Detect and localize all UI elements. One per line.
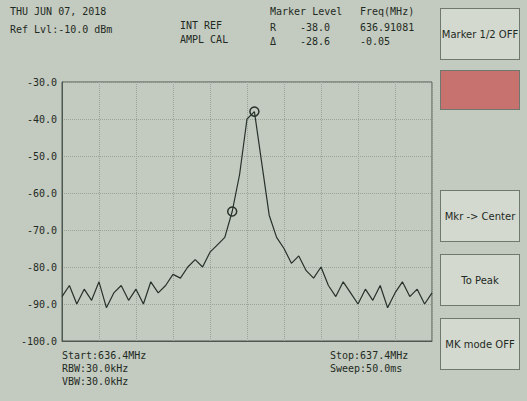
html-text:INT REF: INT REF xyxy=(180,20,223,31)
html-text:Marker Level: Marker Level xyxy=(270,6,343,17)
html-text:-38.0: -38.0 xyxy=(300,22,331,33)
html-text:Marker 1/2 OFF: Marker 1/2 OFF xyxy=(441,28,519,40)
svg-text:-60.0: -60.0 xyxy=(27,188,57,199)
svg-text:-30.0: -30.0 xyxy=(27,77,57,88)
svg-text:-70.0: -70.0 xyxy=(27,225,57,236)
html-text:-28.6: -28.6 xyxy=(300,36,331,47)
html-text:AMPL CAL: AMPL CAL xyxy=(180,34,229,45)
svg-text:-100.0: -100.0 xyxy=(21,336,57,347)
html-text:R: R xyxy=(270,22,276,33)
html-text:Freq(MHz): Freq(MHz) xyxy=(360,6,415,17)
html-text:MK mode OFF: MK mode OFF xyxy=(445,338,515,350)
html-text:VBW:30.0kHz: VBW:30.0kHz xyxy=(62,376,129,387)
html-text:636.91081: 636.91081 xyxy=(360,22,415,33)
svg-text:-50.0: -50.0 xyxy=(27,151,57,162)
html-text:Mkr -> Center: Mkr -> Center xyxy=(444,210,516,222)
svg-text:-90.0: -90.0 xyxy=(27,299,57,310)
html-text:Δ: Δ xyxy=(270,36,276,47)
html-text:Stop:637.4MHz: Stop:637.4MHz xyxy=(330,350,409,361)
svg-text:-80.0: -80.0 xyxy=(27,262,57,273)
html-text:Sweep:50.0ms: Sweep:50.0ms xyxy=(330,363,403,374)
html-text:Start:636.4MHz: Start:636.4MHz xyxy=(62,350,147,361)
html-text:-0.05: -0.05 xyxy=(360,36,391,47)
html-text:To Peak: To Peak xyxy=(461,274,499,286)
html-text:RBW:30.0kHz: RBW:30.0kHz xyxy=(62,363,129,374)
html-text:THU JUN 07, 2018: THU JUN 07, 2018 xyxy=(10,6,107,17)
html-text:Ref Lvl:-10.0 dBm: Ref Lvl:-10.0 dBm xyxy=(10,24,113,35)
svg-text:-40.0: -40.0 xyxy=(27,114,57,125)
